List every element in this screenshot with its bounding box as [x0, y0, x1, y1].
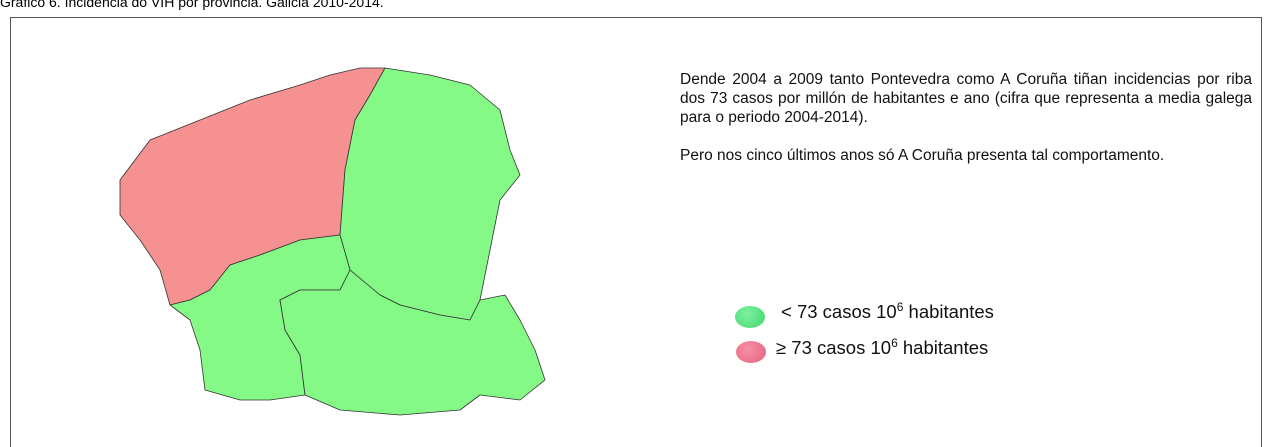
legend-sup: 6 [896, 300, 904, 314]
description: Dende 2004 a 2009 tanto Pontevedra como … [680, 70, 1252, 184]
paragraph: Dende 2004 a 2009 tanto Pontevedra como … [680, 71, 1252, 126]
legend-sup: 6 [891, 336, 898, 350]
legend-swatch-pink [736, 341, 766, 363]
legend-label: habitantes [897, 337, 989, 359]
figure-frame [10, 17, 1262, 447]
paragraph: Pero nos cinco últimos anos só A Coruña … [680, 147, 1165, 164]
legend-entry: ≥ 73 casos 106 habitantes [776, 336, 988, 359]
province-ourense [279, 269, 546, 416]
legend-entry: < 73 casos 106 habitantes [781, 300, 994, 323]
legend-swatch-green [735, 306, 765, 328]
legend-label: habitantes [903, 301, 994, 323]
map [119, 67, 546, 416]
figure-title: Gráfico 6. Incidencia do VIH por provinc… [0, 0, 384, 10]
legend-label: < 73 casos 10 [781, 301, 897, 323]
legend-label: ≥ 73 casos 10 [776, 337, 892, 359]
